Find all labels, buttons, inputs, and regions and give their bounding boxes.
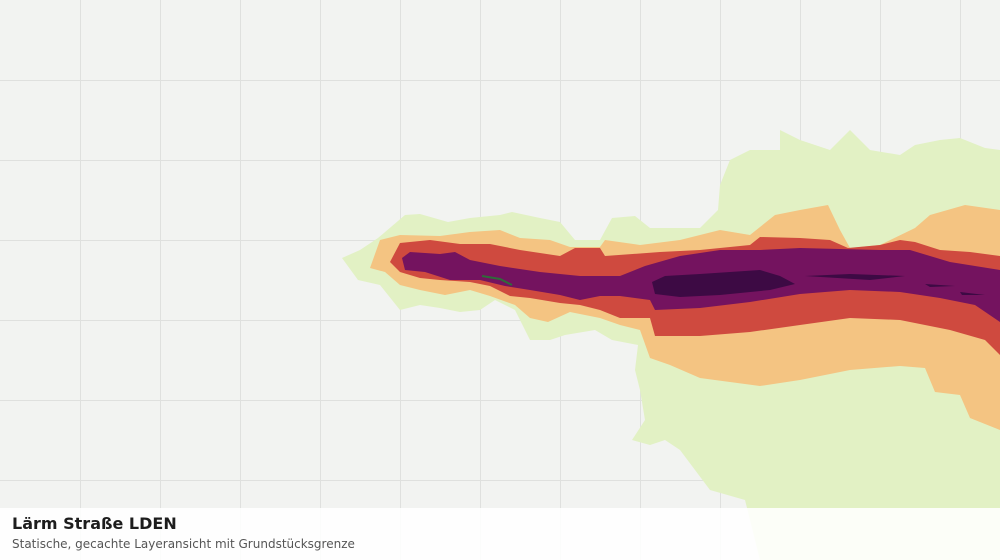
layer-subtitle: Statische, gecachte Layeransicht mit Gru…: [12, 537, 355, 551]
layer-title: Lärm Straße LDEN: [12, 514, 177, 533]
noise-zone-extreme: [652, 270, 795, 297]
parcel-boundary: [481, 275, 513, 286]
noise-zone-extreme: [960, 292, 985, 295]
noise-zone-extreme: [805, 274, 905, 280]
noise-zone-extreme: [925, 284, 955, 287]
caption-panel: Lärm Straße LDEN Statische, gecachte Lay…: [0, 508, 1000, 560]
